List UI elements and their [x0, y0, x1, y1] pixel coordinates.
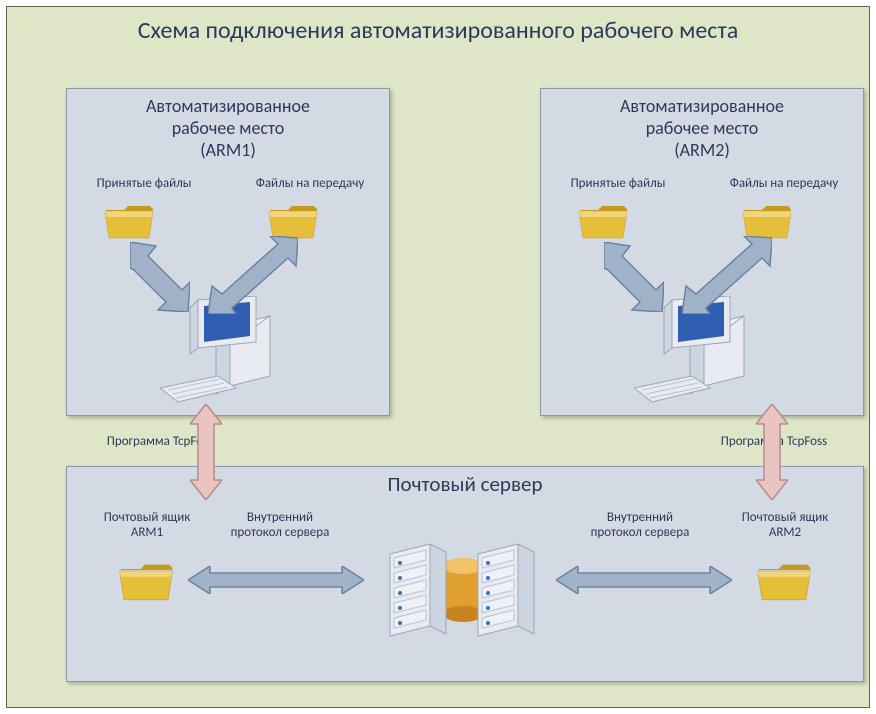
diagram-stage: Схема подключения автоматизированного ра… — [0, 0, 876, 714]
folder-icon — [742, 200, 792, 240]
arrow-icon — [190, 404, 222, 500]
folder-icon — [578, 200, 628, 240]
panel-arm2-title: Автоматизированноерабочее место(ARM2) — [541, 95, 863, 161]
label-arm1-tosend: Файлы на передачу — [230, 176, 390, 191]
arrow-icon — [604, 242, 664, 312]
label-arm1-received: Принятые файлы — [74, 176, 214, 191]
arrow-icon — [556, 566, 732, 594]
panel-arm1-title: Автоматизированноерабочее место(ARM1) — [67, 95, 389, 161]
folder-icon — [268, 200, 318, 240]
arrow-icon — [188, 566, 364, 594]
label-mailbox1: Почтовый ящик ARM1 — [82, 510, 212, 540]
arrow-icon — [682, 236, 772, 314]
arrow-icon — [756, 404, 788, 500]
arrow-icon — [130, 242, 190, 312]
diagram-title: Схема подключения автоматизированного ра… — [20, 16, 856, 45]
folder-icon — [756, 558, 812, 602]
label-arm2-received: Принятые файлы — [548, 176, 688, 191]
label-mailbox2: Почтовый ящик ARM2 — [720, 510, 850, 540]
label-proto1: Внутренний протокол сервера — [200, 510, 360, 540]
arrow-icon — [208, 236, 298, 314]
server-icon — [378, 530, 548, 640]
label-proto2: Внутренний протокол сервера — [560, 510, 720, 540]
panel-mail-title: Почтовый сервер — [67, 471, 863, 497]
folder-icon — [104, 200, 154, 240]
label-arm2-tosend: Файлы на передачу — [704, 176, 864, 191]
folder-icon — [118, 558, 174, 602]
